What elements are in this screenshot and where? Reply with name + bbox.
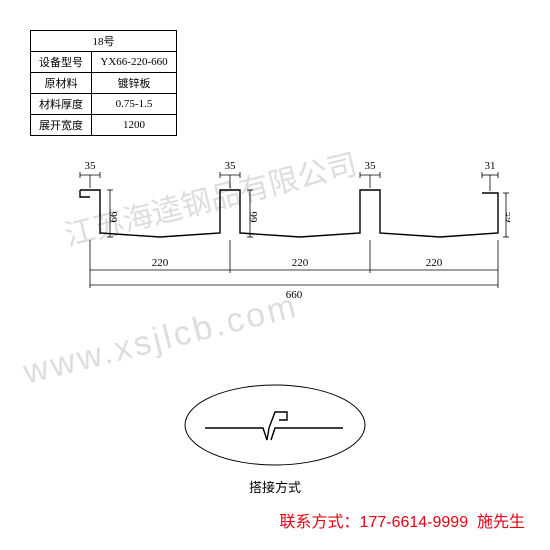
joint-detail: 搭接方式 (175, 380, 375, 496)
table-row: 展开宽度1200 (31, 115, 177, 136)
detail-caption: 搭接方式 (175, 477, 375, 496)
svg-text:35: 35 (365, 160, 377, 172)
table-row: 材料厚度0.75-1.5 (31, 94, 177, 115)
table-title: 18号 (31, 31, 177, 52)
svg-text:660: 660 (286, 289, 303, 301)
row-value: 1200 (92, 115, 177, 136)
contact-name: 施先生 (477, 514, 525, 531)
svg-text:35: 35 (85, 160, 97, 172)
row-label: 设备型号 (31, 52, 92, 73)
profile-drawing: 35 35 35 31 66 66 65 220 220 220 660 (50, 155, 510, 335)
row-label: 展开宽度 (31, 115, 92, 136)
svg-text:66: 66 (248, 211, 260, 223)
contact-phone: 177-6614-9999 (360, 514, 469, 531)
row-label: 材料厚度 (31, 94, 92, 115)
table-row: 设备型号YX66-220-660 (31, 52, 177, 73)
row-value: YX66-220-660 (92, 52, 177, 73)
svg-text:35: 35 (225, 160, 237, 172)
row-label: 原材料 (31, 73, 92, 94)
spec-table: 18号 设备型号YX66-220-660 原材料镀锌板 材料厚度0.75-1.5… (30, 30, 177, 136)
svg-text:31: 31 (485, 160, 496, 172)
svg-text:220: 220 (426, 257, 443, 269)
table-row: 原材料镀锌板 (31, 73, 177, 94)
contact-line: 联系方式：177-6614-9999 施先生 (280, 508, 525, 532)
svg-text:65: 65 (504, 211, 510, 223)
svg-text:220: 220 (152, 257, 169, 269)
row-value: 0.75-1.5 (92, 94, 177, 115)
svg-text:220: 220 (292, 257, 309, 269)
svg-text:66: 66 (108, 211, 120, 223)
row-value: 镀锌板 (92, 73, 177, 94)
contact-label: 联系方式： (280, 514, 360, 531)
